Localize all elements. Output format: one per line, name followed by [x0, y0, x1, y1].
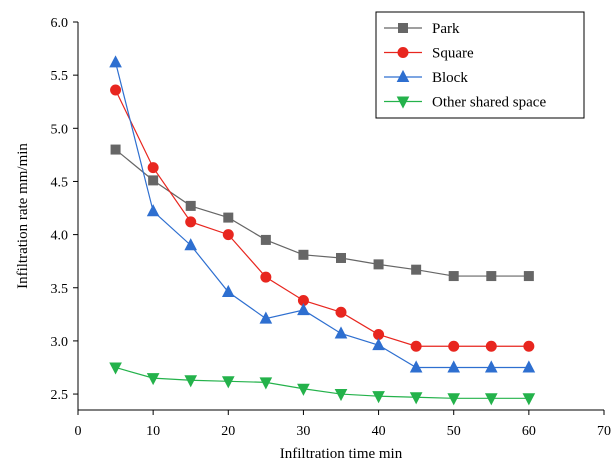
- data-point: [297, 302, 310, 316]
- data-point: [221, 376, 235, 389]
- legend-label: Park: [432, 21, 460, 37]
- data-point: [522, 393, 536, 406]
- data-point: [334, 326, 348, 339]
- x-tick-label: 30: [296, 424, 310, 439]
- data-point: [523, 340, 535, 352]
- data-point: [410, 340, 422, 352]
- data-point: [484, 393, 498, 406]
- x-axis-title: Infiltration time min: [280, 446, 403, 462]
- legend-label: Other shared space: [432, 95, 546, 111]
- data-point: [110, 144, 121, 155]
- data-point: [409, 392, 423, 405]
- legend-label: Block: [432, 70, 468, 86]
- data-point: [184, 375, 198, 388]
- y-tick-label: 6.0: [51, 16, 69, 31]
- y-tick-label: 4.5: [51, 175, 69, 190]
- data-point: [409, 360, 423, 373]
- legend-marker: [396, 96, 410, 109]
- y-axis-title: Infiltration rate mm/min: [15, 143, 31, 289]
- series-park: [110, 144, 534, 282]
- data-point: [334, 389, 348, 402]
- data-point: [298, 249, 309, 260]
- y-tick-label: 5.5: [51, 69, 69, 84]
- series-line: [115, 366, 529, 399]
- data-point: [486, 271, 497, 282]
- data-point: [260, 234, 271, 245]
- legend-item: Park: [384, 21, 460, 37]
- data-point: [148, 175, 159, 186]
- series-line: [115, 149, 529, 277]
- legend-marker: [396, 69, 410, 82]
- y-tick-label: 4.0: [51, 229, 69, 244]
- data-point: [373, 329, 385, 341]
- data-point: [146, 373, 160, 386]
- data-point: [335, 306, 347, 318]
- data-point: [109, 55, 122, 68]
- data-point: [448, 271, 459, 282]
- series-block: [109, 55, 536, 373]
- axes: 0 10 20 30 40 50 60 70 2.5 3.0 3.5 4.0 4.5 5.0 5.5 6.0: [51, 16, 612, 439]
- legend-item: Block: [384, 69, 468, 86]
- data-point: [223, 212, 234, 223]
- series-square: [110, 84, 535, 352]
- data-point: [336, 252, 346, 263]
- data-point: [523, 271, 534, 282]
- data-point: [485, 340, 497, 352]
- data-point: [146, 204, 160, 217]
- x-tick-label: 0: [75, 424, 82, 439]
- data-point: [484, 360, 498, 373]
- x-tick-label: 50: [447, 424, 461, 439]
- data-point: [448, 340, 460, 352]
- data-point: [185, 216, 197, 228]
- data-point: [372, 338, 385, 351]
- y-tick-label: 2.5: [51, 388, 69, 403]
- data-point: [259, 377, 273, 390]
- data-point: [297, 383, 310, 396]
- data-point: [147, 162, 159, 174]
- data-point: [522, 360, 536, 373]
- legend-box: [375, 11, 585, 119]
- data-point: [373, 259, 384, 270]
- data-point: [447, 360, 461, 373]
- legend-item: Square: [384, 46, 474, 62]
- data-point: [109, 362, 122, 375]
- x-tick-label: 20: [221, 424, 235, 439]
- data-point: [184, 238, 198, 251]
- data-point: [260, 271, 272, 283]
- series-layer: [109, 55, 536, 406]
- legend-marker: [397, 47, 409, 58]
- y-tick-label: 5.0: [51, 122, 69, 137]
- x-tick-label: 40: [372, 424, 386, 439]
- x-tick-label: 70: [597, 424, 611, 439]
- y-tick-label: 3.5: [51, 282, 69, 297]
- legend-marker: [398, 23, 408, 33]
- legend: Park Square Block Other shared space: [375, 11, 585, 119]
- legend-item: Other shared space: [384, 95, 546, 111]
- data-point: [411, 264, 422, 275]
- data-point: [110, 84, 122, 96]
- series-line: [114, 62, 529, 369]
- series-line: [115, 89, 529, 347]
- y-tick-label: 3.0: [51, 335, 69, 350]
- data-point: [259, 311, 273, 324]
- data-point: [221, 284, 235, 298]
- data-point: [185, 200, 196, 211]
- data-point: [447, 393, 461, 406]
- x-tick-label: 10: [146, 424, 160, 439]
- data-point: [372, 391, 385, 404]
- series-other-shared-space: [109, 362, 536, 406]
- x-tick-label: 60: [522, 424, 536, 439]
- legend-label: Square: [432, 46, 474, 62]
- data-point: [222, 229, 234, 241]
